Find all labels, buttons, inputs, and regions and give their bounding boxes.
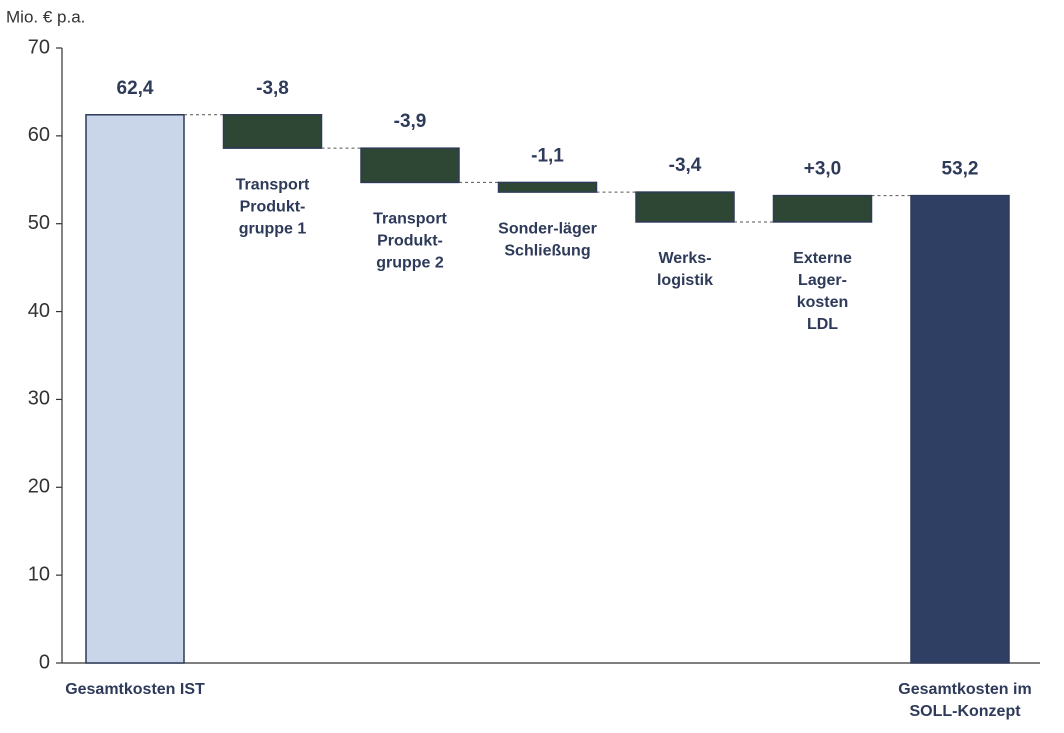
category-label: Produkt-	[377, 233, 443, 250]
value-label: 53,2	[942, 159, 979, 180]
bar	[360, 147, 460, 184]
bar	[635, 191, 735, 223]
bar	[222, 114, 323, 149]
y-axis-label: Mio. € p.a.	[6, 7, 85, 26]
value-label: +3,0	[804, 159, 842, 180]
y-tick-label: 0	[39, 651, 50, 673]
category-label: SOLL-Konzept	[909, 703, 1021, 720]
value-label: -3,4	[669, 155, 702, 176]
category-label: Lager-	[798, 272, 847, 289]
category-label: Transport	[373, 211, 447, 228]
value-label: -1,1	[531, 145, 564, 166]
category-label: logistik	[657, 272, 713, 289]
bar	[497, 181, 598, 193]
category-label: Produkt-	[240, 198, 306, 215]
y-tick-label: 30	[28, 388, 50, 410]
y-tick-label: 20	[28, 476, 50, 498]
category-label: gruppe 1	[239, 220, 307, 237]
value-label: -3,8	[256, 78, 289, 99]
y-tick-label: 60	[28, 124, 50, 146]
value-label: -3,9	[394, 111, 427, 132]
category-label: Externe	[793, 250, 852, 267]
category-label: gruppe 2	[376, 255, 444, 272]
category-label: Schließung	[504, 242, 590, 259]
y-tick-label: 40	[28, 300, 50, 322]
category-label: Sonder-läger	[498, 220, 597, 237]
bar	[85, 114, 185, 664]
bar	[910, 194, 1010, 664]
y-tick-label: 50	[28, 212, 50, 234]
category-label: Werks-	[658, 250, 711, 267]
category-label: Gesamtkosten IST	[65, 681, 205, 698]
bar	[772, 194, 873, 223]
category-label: kosten	[797, 294, 849, 311]
category-label: Gesamtkosten im	[898, 681, 1031, 698]
y-tick-label: 10	[28, 563, 50, 585]
y-tick-label: 70	[28, 36, 50, 58]
category-label: LDL	[807, 316, 838, 333]
category-label: Transport	[236, 176, 310, 193]
value-label: 62,4	[117, 78, 154, 99]
